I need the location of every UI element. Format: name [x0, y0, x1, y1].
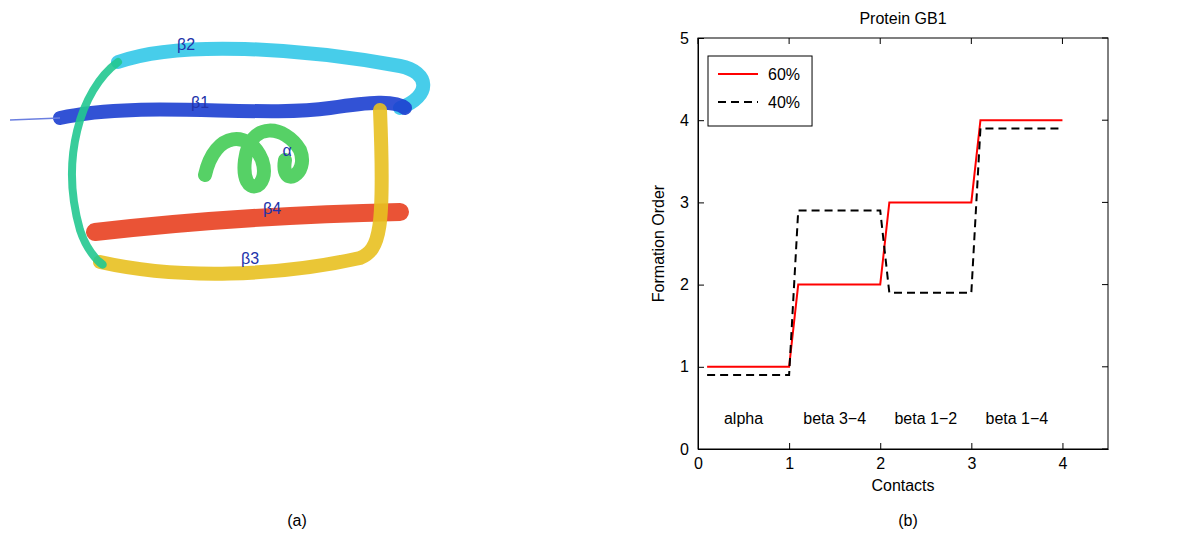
ribbon [205, 131, 302, 187]
tick: 5 [680, 30, 704, 47]
tick-mark [789, 443, 790, 449]
tick-label: 0 [680, 441, 689, 458]
tick-mark [971, 443, 972, 449]
figure: β2 β1 α β4 β3 (a) 0 1 2 3 4 0 1 2 3 4 5 alpha beta 3−4 beta… [0, 0, 1182, 538]
axis-line [698, 39, 699, 450]
tick: 4 [680, 112, 704, 129]
annotation: beta 1−4 [986, 410, 1049, 427]
tick-label: 0 [694, 455, 703, 472]
x-axis: 0 1 2 3 4 [694, 443, 1108, 472]
series-line [707, 120, 1062, 367]
tick: 1 [680, 358, 704, 375]
tick: 0 [680, 441, 704, 458]
structure-label: β2 [177, 36, 195, 53]
tick: 4 [1058, 443, 1067, 472]
legend-box [708, 56, 812, 126]
tick-mark [1102, 202, 1108, 203]
series-group [707, 120, 1062, 375]
tick-label: 1 [785, 455, 794, 472]
tick-mark [1102, 284, 1108, 285]
tick-mark [880, 443, 881, 449]
caption: (b) [898, 512, 918, 529]
caption: (a) [287, 512, 307, 529]
tick: 2 [876, 443, 885, 472]
ribbon [100, 110, 382, 274]
tick: 1 [785, 443, 794, 472]
tick: 3 [680, 194, 704, 211]
axis-line [699, 449, 1109, 450]
tick-mark [1102, 449, 1108, 450]
y-axis-title: Formation Order [650, 184, 667, 302]
tick-mark [698, 367, 704, 368]
tick: 2 [680, 276, 704, 293]
tail [10, 118, 60, 120]
ribbon [60, 103, 405, 118]
tick-mark [698, 202, 704, 203]
tick-label: 3 [967, 455, 976, 472]
tick-label: 4 [1058, 455, 1067, 472]
tick-mark [1102, 38, 1108, 39]
tick-mark [698, 449, 704, 450]
annotation: alpha [724, 410, 763, 427]
panel-b: 0 1 2 3 4 0 1 2 3 4 5 alpha beta 3−4 beta 1−2 beta 1−4… [650, 10, 1109, 529]
legend-swatch [718, 101, 758, 103]
ribbon [72, 62, 118, 265]
tick-label: 2 [680, 276, 689, 293]
tick-mark [1102, 366, 1108, 367]
tick-mark [698, 38, 699, 44]
series-line [707, 128, 1062, 375]
legend-label: 60% [768, 66, 800, 83]
tick-mark [698, 38, 704, 39]
chart-title: Protein GB1 [859, 10, 946, 27]
tick-mark [1062, 443, 1063, 449]
legend-label: 40% [768, 94, 800, 111]
structure-label: β1 [191, 94, 209, 111]
tick-label: 2 [876, 455, 885, 472]
tick-mark [1062, 38, 1063, 44]
legend: 60% 40% [708, 56, 812, 126]
annotation: beta 3−4 [803, 410, 866, 427]
tick-mark [880, 38, 881, 44]
tick-mark [971, 38, 972, 44]
annotation: beta 1−2 [894, 410, 957, 427]
structure-label: β3 [241, 250, 259, 267]
y-axis: 0 1 2 3 4 5 [680, 30, 704, 458]
tick-label: 5 [680, 30, 689, 47]
x-axis-title: Contacts [871, 477, 934, 494]
ribbon [95, 212, 400, 232]
tick: 3 [967, 443, 976, 472]
structure-label: β4 [263, 200, 281, 217]
tick-mark [1102, 120, 1108, 121]
tick-mark [698, 120, 704, 121]
tick-label: 4 [680, 112, 689, 129]
tick-label: 3 [680, 194, 689, 211]
panel-a: β2 β1 α β4 β3 (a) [10, 36, 423, 529]
structure-label: α [282, 142, 291, 159]
plot-frame [698, 38, 1108, 449]
tick-mark [698, 285, 704, 286]
tick-mark [789, 38, 790, 44]
tick-label: 1 [680, 358, 689, 375]
legend-swatch [718, 73, 758, 75]
